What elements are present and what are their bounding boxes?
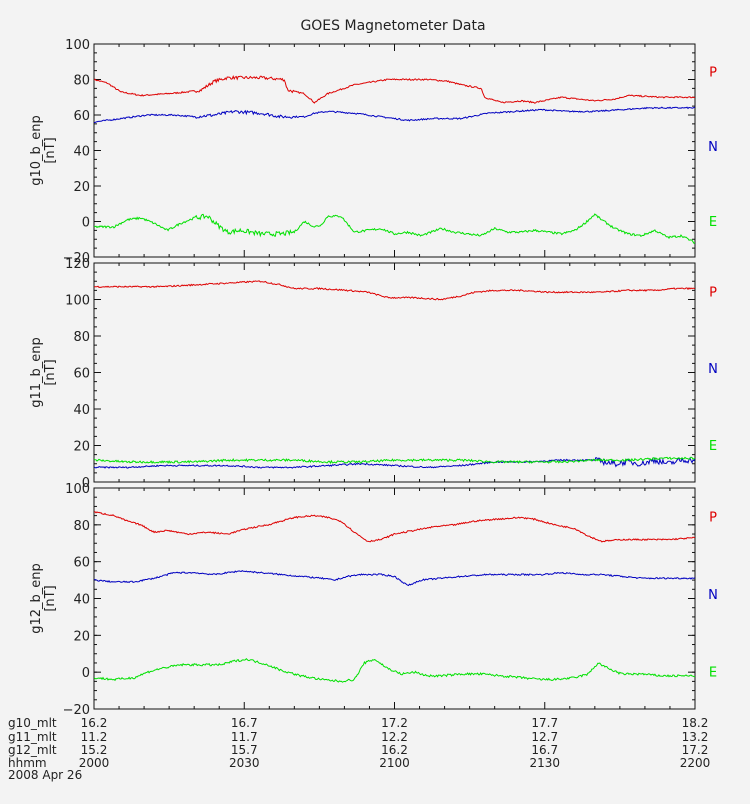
bottom-axis-group: g10_mlt 16.2 16.7 17.2 17.7 18.2 g11_mlt 11.2 11… (8, 716, 710, 770)
y-tick-label: 60 (73, 367, 90, 382)
series-line-e (94, 213, 695, 245)
y-tick-label: 0 (82, 476, 90, 491)
bottom-row-value: 15.7 (231, 743, 258, 757)
y-axis-label: g11_b_enp (29, 337, 44, 408)
y-tick-label: −20 (63, 251, 90, 266)
bottom-row-value: 17.2 (381, 716, 408, 730)
y-tick-label: 60 (73, 556, 90, 571)
bottom-row-value: 15.2 (81, 743, 108, 757)
bottom-row-value: 2200 (680, 756, 711, 770)
bottom-row-label: g12_mlt (8, 743, 57, 757)
bottom-row-value: 11.7 (231, 730, 258, 744)
bottom-row-value: 12.7 (531, 730, 558, 744)
y-tick-label: 40 (73, 145, 90, 160)
bottom-row-value: 13.2 (682, 730, 709, 744)
y-axis-label: g12_b_enp (29, 563, 44, 634)
y-tick-label: 80 (73, 519, 90, 534)
series-line-n (94, 106, 695, 124)
bottom-row-value: 2030 (229, 756, 260, 770)
y-tick-label: 20 (73, 629, 90, 644)
channel-label-e: E (709, 215, 717, 230)
series-line-p (94, 75, 695, 104)
y-axis-unit: [nT] (43, 585, 58, 611)
series-line-p (94, 280, 695, 301)
channel-label-e: E (709, 439, 717, 454)
channel-label-p: P (709, 285, 717, 300)
bottom-row-value: 16.2 (381, 743, 408, 757)
bottom-row-value: 17.7 (531, 716, 558, 730)
bottom-row-value: 18.2 (682, 716, 709, 730)
bottom-row-value: 11.2 (81, 730, 108, 744)
channel-label-e: E (709, 665, 717, 680)
y-tick-label: 80 (73, 74, 90, 89)
chart-title: GOES Magnetometer Data (300, 18, 485, 34)
y-tick-label: 100 (65, 294, 90, 309)
y-axis-unit: [nT] (43, 359, 58, 385)
bottom-row-value: 16.7 (231, 716, 258, 730)
series-line-e (94, 456, 695, 465)
bottom-row-value: 12.2 (381, 730, 408, 744)
y-tick-label: 0 (82, 216, 90, 231)
y-tick-label: 20 (73, 440, 90, 455)
bottom-row-value: 2000 (79, 756, 110, 770)
channel-label-n: N (708, 588, 718, 603)
y-tick-label: 120 (65, 257, 90, 272)
y-axis-unit: [nT] (43, 137, 58, 163)
bottom-row-label: g11_mlt (8, 730, 57, 744)
y-tick-label: 40 (73, 403, 90, 418)
panel-1: −20 0 20 40 60 80 100 g10_b_enp [nT] P N E (29, 38, 718, 266)
bottom-row-value: 16.7 (531, 743, 558, 757)
bottom-row-label: hhmm (8, 756, 47, 770)
y-tick-label: 0 (82, 666, 90, 681)
panel-2: 0 20 40 60 80 100 120 g11_b_enp [nT] P N E (29, 257, 718, 491)
y-tick-label: 80 (73, 330, 90, 345)
y-tick-label: −20 (63, 703, 90, 718)
y-tick-label: 100 (65, 38, 90, 53)
bottom-row-value: 2100 (379, 756, 410, 770)
series-line-n (94, 569, 695, 587)
bottom-row-value: 2130 (529, 756, 560, 770)
date-label: 2008 Apr 26 (8, 768, 82, 782)
channel-label-p: P (709, 66, 717, 81)
bottom-row-value: 16.2 (81, 716, 108, 730)
y-tick-label: 20 (73, 180, 90, 195)
channel-label-n: N (708, 362, 718, 377)
y-tick-label: 100 (65, 482, 90, 497)
series-line-p (94, 511, 695, 543)
y-tick-label: 40 (73, 593, 90, 608)
channel-label-p: P (709, 511, 717, 526)
panel-3: −20 0 20 40 60 80 100 g12_b_enp [nT] P N E (29, 482, 718, 718)
bottom-row-value: 17.2 (682, 743, 709, 757)
y-tick-label: 60 (73, 109, 90, 124)
y-axis-label: g10_b_enp (29, 115, 44, 186)
channel-label-n: N (708, 140, 718, 155)
bottom-row-label: g10_mlt (8, 716, 57, 730)
series-line-e (94, 657, 695, 683)
